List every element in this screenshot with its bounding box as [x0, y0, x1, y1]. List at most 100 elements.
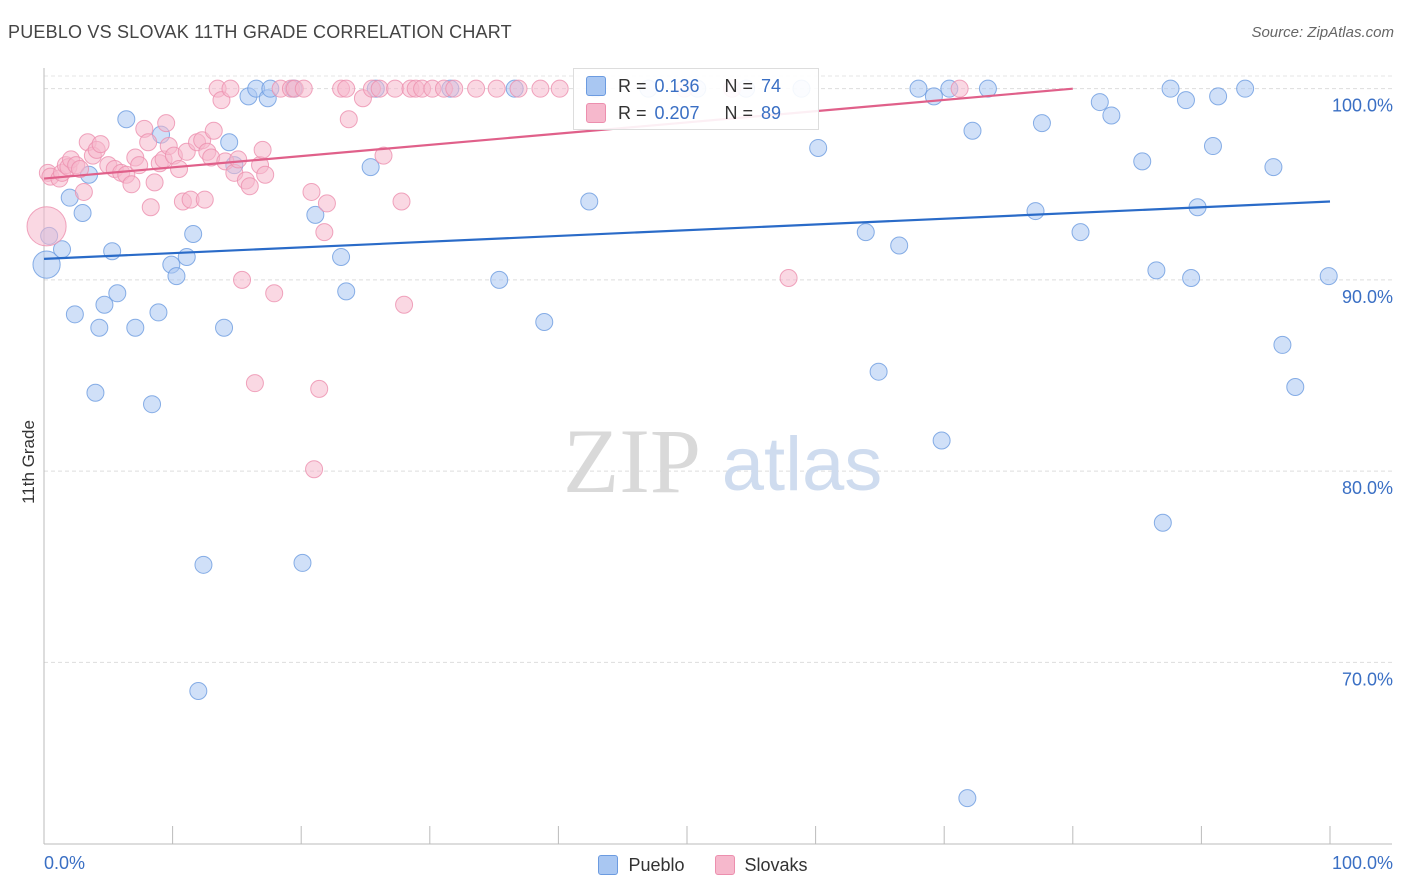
pueblo-point — [932, 431, 951, 450]
y-tick-label: 80.0% — [1342, 478, 1393, 498]
y-tick-label: 70.0% — [1342, 669, 1393, 689]
pueblo-point — [1182, 268, 1201, 287]
slovaks-point — [950, 79, 969, 98]
slovaks-point — [392, 192, 411, 211]
slovaks-point — [487, 79, 506, 98]
slovaks-point — [26, 206, 67, 247]
pueblo-point — [306, 205, 325, 224]
r-label: R = — [618, 102, 647, 123]
slovaks-point — [145, 173, 164, 192]
pueblo-point — [1264, 158, 1283, 177]
r-label: R = — [618, 75, 647, 96]
pueblo-swatch — [586, 76, 606, 96]
slovaks-point — [195, 190, 214, 209]
pueblo-point — [90, 318, 109, 337]
pueblo-point — [1319, 267, 1338, 286]
series-legend: Pueblo Slovaks — [0, 852, 1406, 878]
r-value: 0.207 — [654, 102, 700, 123]
pueblo-point — [95, 295, 114, 314]
slovaks-legend-swatch — [714, 855, 735, 875]
slovaks-swatch — [586, 103, 606, 123]
slovaks-series — [26, 79, 969, 479]
slovaks-point — [74, 182, 93, 201]
slovaks-point — [395, 295, 414, 314]
slovaks-point — [467, 79, 486, 98]
pueblo-point — [809, 138, 828, 157]
slovaks-point — [317, 194, 336, 213]
tick-labels: 100.0% 90.0% 80.0% 70.0% 0.0% 100.0% — [44, 96, 1393, 873]
pueblo-point — [909, 79, 928, 98]
watermark-atlas: atlas — [722, 422, 883, 507]
stats-row-slovaks: R = 0.207 N = 89 — [586, 100, 781, 126]
pueblo-point — [220, 133, 239, 152]
pueblo-point — [189, 682, 208, 701]
slovaks-point — [233, 270, 252, 289]
pueblo-point — [890, 236, 909, 255]
slovaks-point — [509, 79, 528, 98]
pueblo-point — [108, 284, 127, 303]
pueblo-point — [1161, 79, 1180, 98]
pueblo-point — [332, 247, 351, 266]
slovaks-point — [170, 159, 189, 178]
slovaks-point — [374, 146, 393, 165]
slovaks-point — [370, 79, 389, 98]
pueblo-point — [73, 203, 92, 222]
n-value: 89 — [761, 102, 782, 123]
r-value: 0.136 — [654, 75, 700, 96]
slovaks-point — [141, 198, 160, 217]
legend-item-pueblo[interactable]: Pueblo — [598, 852, 685, 878]
slovaks-point — [445, 79, 464, 98]
pueblo-point — [86, 383, 105, 402]
slovaks-point — [253, 140, 272, 159]
pueblo-point — [869, 362, 888, 381]
trend-lines — [43, 87, 1331, 260]
pueblo-point — [958, 789, 977, 808]
slovaks-point — [315, 223, 334, 242]
pueblo-point — [126, 318, 145, 337]
pueblo-point — [1147, 261, 1166, 280]
slovaks-point — [221, 79, 240, 98]
y-axis-label: 11th Grade — [19, 420, 38, 504]
slovaks-point — [122, 175, 141, 194]
n-label: N = — [724, 102, 754, 123]
pueblo-point — [1032, 114, 1051, 133]
legend-label-slovaks: Slovaks — [744, 854, 808, 875]
pueblo-trend-line — [43, 200, 1331, 260]
pueblo-point — [1133, 152, 1152, 171]
watermark: ZIP atlas — [563, 410, 882, 512]
pueblo-point — [1102, 106, 1121, 125]
legend-label-pueblo: Pueblo — [628, 854, 685, 875]
pueblo-point — [117, 110, 136, 129]
pueblo-point — [177, 247, 196, 266]
y-tick-label: 100.0% — [1332, 96, 1393, 116]
slovaks-point — [245, 374, 264, 393]
slovaks-point — [779, 268, 798, 287]
pueblo-point — [963, 121, 982, 140]
slovaks-point — [139, 133, 158, 152]
legend-item-slovaks[interactable]: Slovaks — [714, 852, 808, 878]
slovaks-trend-line — [43, 87, 1073, 180]
x-tick-label-left: 0.0% — [44, 853, 85, 873]
pueblo-legend-swatch — [598, 855, 619, 875]
slovaks-point — [256, 165, 275, 184]
pueblo-point — [149, 303, 168, 322]
pueblo-point — [143, 395, 162, 414]
axes — [43, 68, 1392, 845]
pueblo-point — [580, 192, 599, 211]
slovaks-point — [229, 150, 248, 169]
slovaks-point — [310, 379, 329, 398]
pueblo-point — [535, 312, 554, 331]
pueblo-point — [490, 270, 509, 289]
slovaks-point — [531, 79, 550, 98]
n-label: N = — [724, 75, 754, 96]
grid-lines — [44, 75, 1392, 663]
pueblo-point — [1026, 202, 1045, 221]
y-tick-label: 90.0% — [1342, 287, 1393, 307]
pueblo-point — [194, 555, 213, 574]
pueblo-point — [167, 267, 186, 286]
pueblo-point — [293, 553, 312, 572]
pueblo-point — [1176, 91, 1195, 110]
slovaks-point — [386, 79, 405, 98]
pueblo-point — [65, 305, 84, 324]
